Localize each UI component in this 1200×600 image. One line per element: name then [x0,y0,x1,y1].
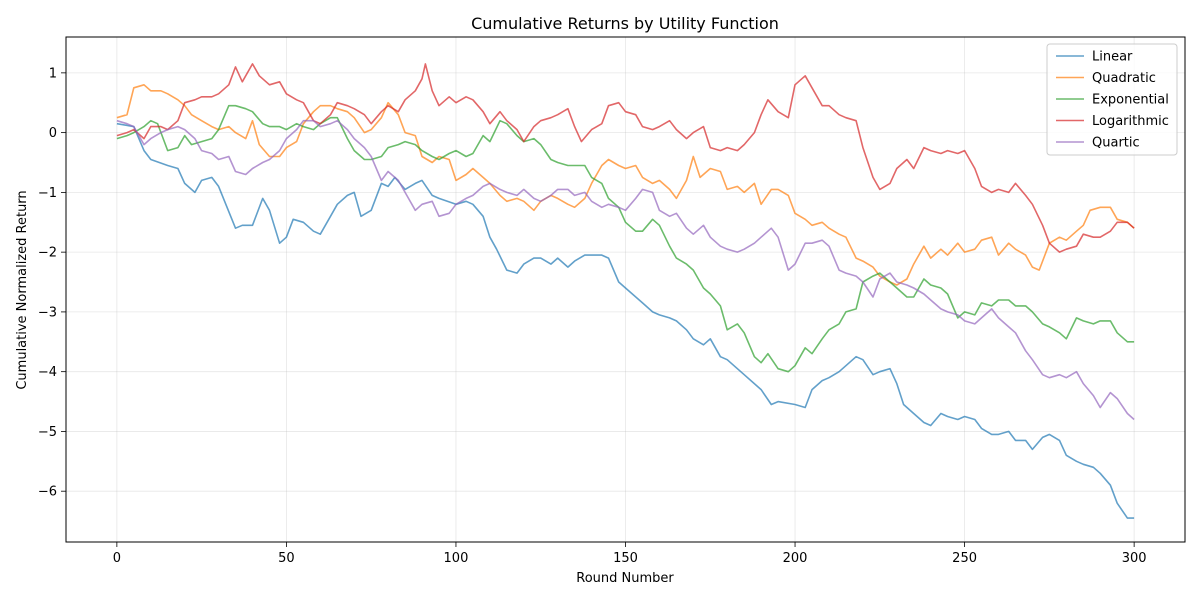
x-tick-label: 200 [783,551,808,566]
y-tick-label: −5 [38,425,57,440]
series-line-quadratic [116,84,1135,286]
x-tick-label: 300 [1122,551,1147,566]
legend-label: Exponential [1092,93,1169,108]
y-tick-label: −6 [38,485,57,500]
y-axis: 1 0 −1 −2 −3 −4 −5 −6 [38,66,66,500]
legend: Linear Quadratic Exponential Logarithmic Qua… [1046,43,1178,156]
legend-label: Linear [1092,50,1133,65]
y-tick-label: −4 [38,365,57,380]
chart-title: Cumulative Returns by Utility Function [471,14,779,33]
x-tick-label: 0 [113,551,121,566]
series-layer [116,63,1135,519]
series-line-logarithmic [116,63,1135,253]
legend-box [1046,43,1178,156]
x-axis-label: Round Number [576,571,674,586]
x-tick-label: 150 [613,551,638,566]
legend-label: Quartic [1092,136,1140,151]
series-line-quartic [116,119,1135,421]
x-tick-label: 50 [278,551,295,566]
y-tick-label: −3 [38,305,57,320]
y-tick-label: −2 [38,246,57,261]
grid-lines [66,37,1185,542]
x-tick-label: 250 [952,551,977,566]
y-axis-label: Cumulative Normalized Return [15,190,30,389]
series-line-exponential [116,104,1135,373]
x-tick-label: 100 [444,551,469,566]
y-tick-label: 0 [49,126,57,141]
legend-label: Quadratic [1092,71,1156,86]
series-line-linear [116,122,1135,519]
x-axis: 0 50 100 150 200 250 300 [113,542,1147,566]
y-tick-label: −1 [38,186,57,201]
legend-label: Logarithmic [1092,114,1169,129]
y-tick-label: 1 [49,66,57,81]
